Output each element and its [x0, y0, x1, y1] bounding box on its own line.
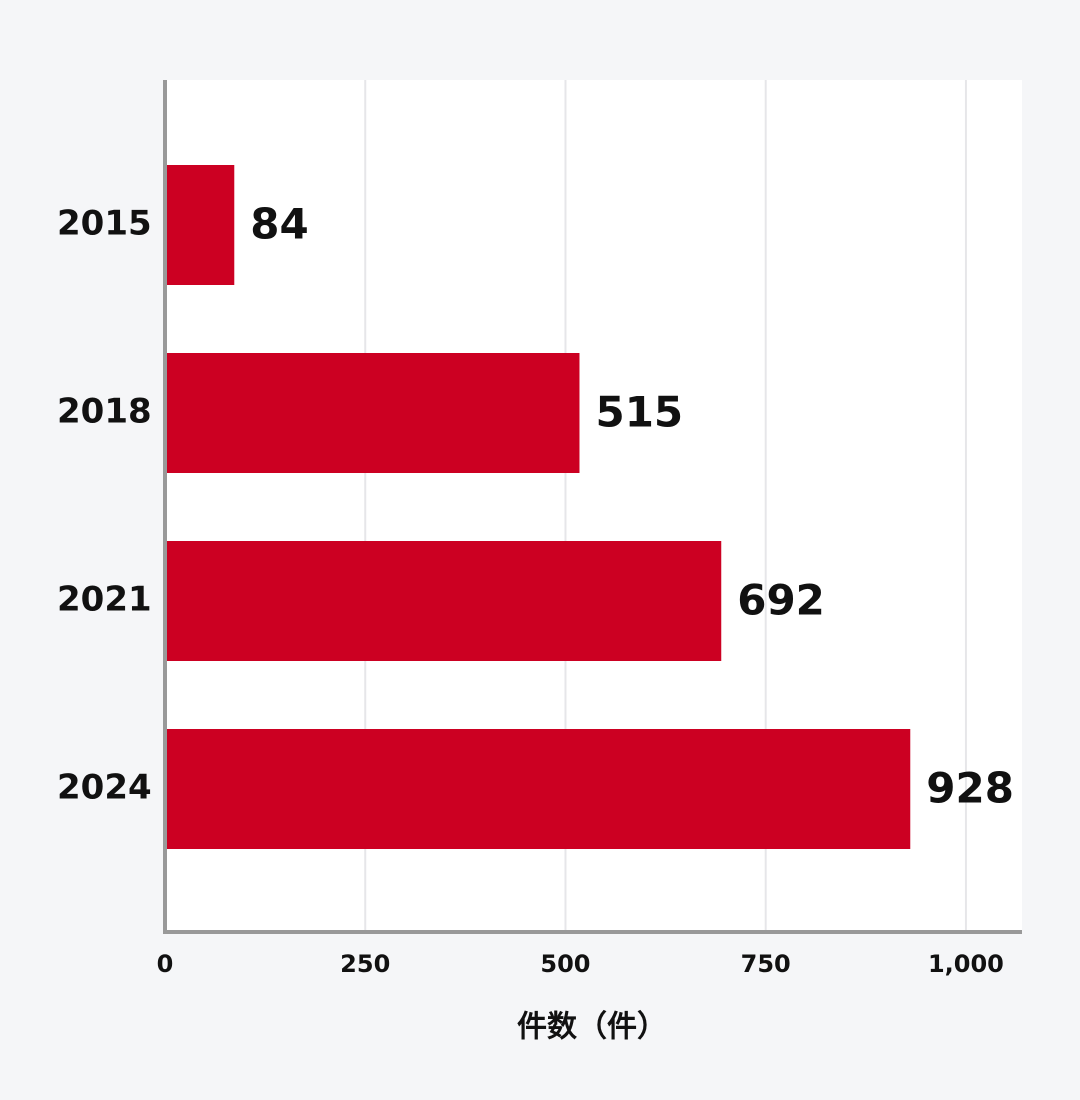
bar — [167, 353, 580, 473]
bar — [167, 541, 722, 661]
bar — [167, 165, 235, 285]
x-tick-label: 500 — [540, 950, 590, 978]
data-label: 515 — [595, 388, 683, 437]
y-tick-label: 2015 — [57, 204, 152, 244]
x-tick-label: 750 — [741, 950, 791, 978]
x-tick-label: 1,000 — [928, 950, 1004, 978]
y-tick-label: 2024 — [57, 768, 152, 808]
data-label: 84 — [250, 200, 308, 249]
x-axis-title: 件数（件） — [517, 1010, 667, 1045]
data-label: 692 — [737, 576, 825, 625]
x-tick-label: 0 — [157, 950, 174, 978]
y-tick-label: 2021 — [57, 580, 152, 620]
data-label: 928 — [926, 764, 1014, 813]
y-tick-label: 2018 — [57, 392, 152, 432]
x-tick-label: 250 — [340, 950, 390, 978]
bar — [167, 729, 911, 849]
